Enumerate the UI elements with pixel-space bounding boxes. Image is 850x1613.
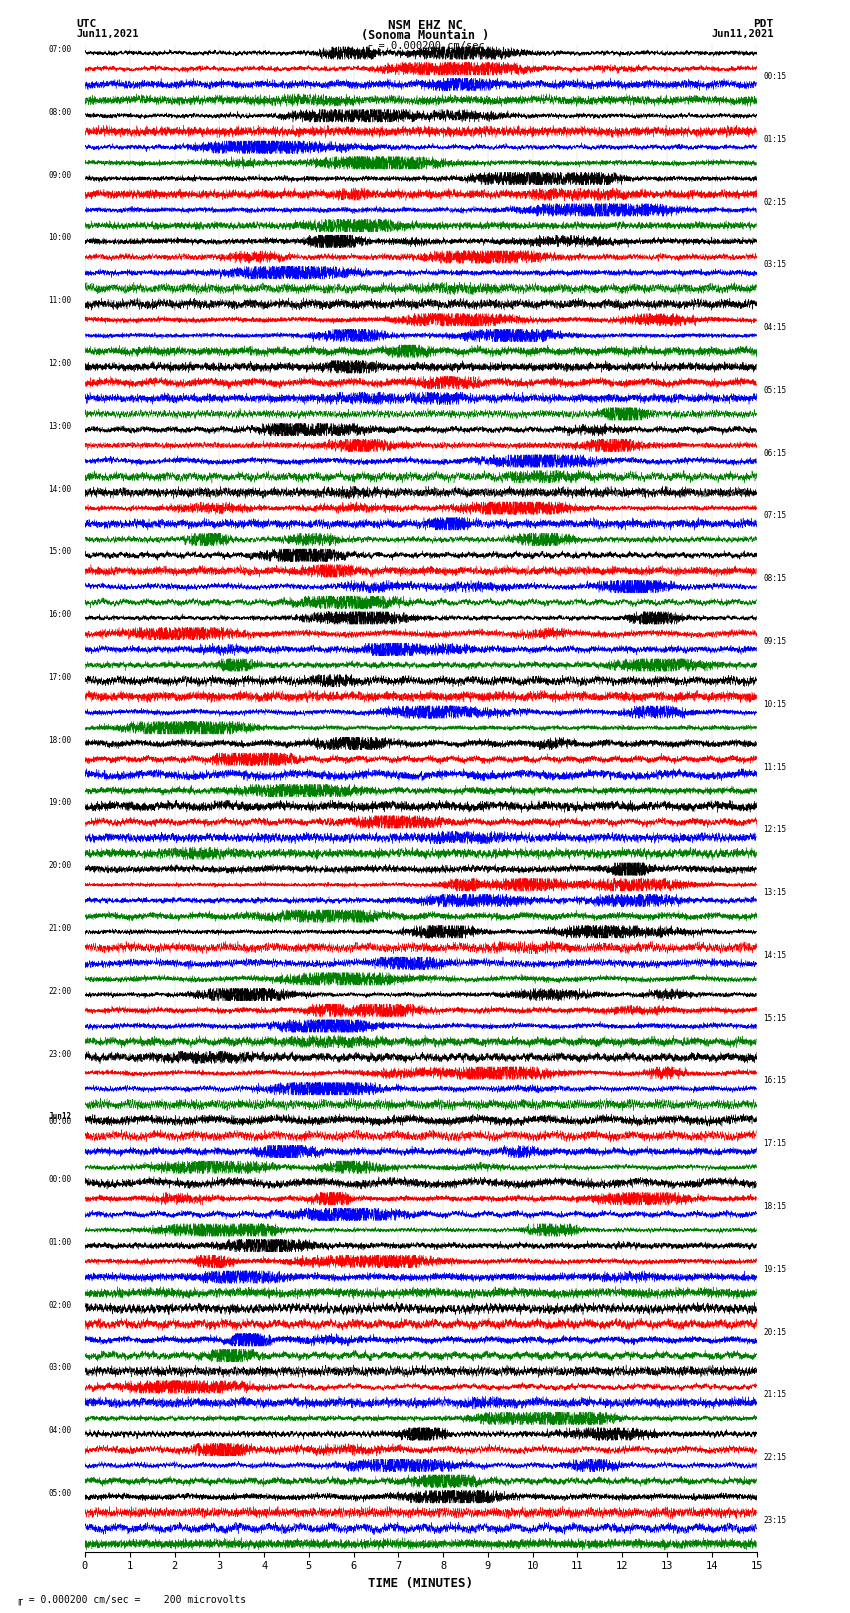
Text: 22:15: 22:15 bbox=[763, 1453, 786, 1461]
Text: 04:00: 04:00 bbox=[48, 1426, 71, 1436]
Text: Jun11,2021: Jun11,2021 bbox=[711, 29, 774, 39]
Text: Jun11,2021: Jun11,2021 bbox=[76, 29, 139, 39]
Text: 20:15: 20:15 bbox=[763, 1327, 786, 1337]
Text: 19:15: 19:15 bbox=[763, 1265, 786, 1274]
Text: 17:15: 17:15 bbox=[763, 1139, 786, 1148]
Text: 12:15: 12:15 bbox=[763, 826, 786, 834]
Text: 18:00: 18:00 bbox=[48, 736, 71, 745]
Text: 03:15: 03:15 bbox=[763, 260, 786, 269]
Text: 21:15: 21:15 bbox=[763, 1390, 786, 1398]
Text: 02:15: 02:15 bbox=[763, 198, 786, 206]
Text: 15:00: 15:00 bbox=[48, 547, 71, 556]
Text: 22:00: 22:00 bbox=[48, 987, 71, 995]
Text: PDT: PDT bbox=[753, 19, 774, 29]
Text: 08:00: 08:00 bbox=[48, 108, 71, 116]
Text: 17:00: 17:00 bbox=[48, 673, 71, 682]
Text: 18:15: 18:15 bbox=[763, 1202, 786, 1211]
Text: 01:15: 01:15 bbox=[763, 135, 786, 144]
Text: 01:00: 01:00 bbox=[48, 1237, 71, 1247]
Text: 13:00: 13:00 bbox=[48, 421, 71, 431]
Text: 12:00: 12:00 bbox=[48, 360, 71, 368]
Text: 09:15: 09:15 bbox=[763, 637, 786, 645]
Text: 14:00: 14:00 bbox=[48, 484, 71, 494]
Text: 11:00: 11:00 bbox=[48, 297, 71, 305]
Text: 10:15: 10:15 bbox=[763, 700, 786, 708]
Text: 13:15: 13:15 bbox=[763, 889, 786, 897]
Text: 07:00: 07:00 bbox=[48, 45, 71, 55]
Text: ┌ = 0.000200 cm/sec: ┌ = 0.000200 cm/sec bbox=[366, 40, 484, 52]
Text: 08:15: 08:15 bbox=[763, 574, 786, 584]
Text: 14:15: 14:15 bbox=[763, 952, 786, 960]
Text: ╓ = 0.000200 cm/sec =    200 microvolts: ╓ = 0.000200 cm/sec = 200 microvolts bbox=[17, 1594, 246, 1605]
X-axis label: TIME (MINUTES): TIME (MINUTES) bbox=[368, 1578, 473, 1590]
Text: 06:15: 06:15 bbox=[763, 448, 786, 458]
Text: 19:00: 19:00 bbox=[48, 798, 71, 808]
Text: 11:15: 11:15 bbox=[763, 763, 786, 771]
Text: 09:00: 09:00 bbox=[48, 171, 71, 179]
Text: 03:00: 03:00 bbox=[48, 1363, 71, 1373]
Text: 16:00: 16:00 bbox=[48, 610, 71, 619]
Text: 16:15: 16:15 bbox=[763, 1076, 786, 1086]
Text: 00:00: 00:00 bbox=[48, 1174, 71, 1184]
Text: (Sonoma Mountain ): (Sonoma Mountain ) bbox=[361, 29, 489, 42]
Text: 23:15: 23:15 bbox=[763, 1516, 786, 1524]
Text: 02:00: 02:00 bbox=[48, 1300, 71, 1310]
Text: 21:00: 21:00 bbox=[48, 924, 71, 932]
Text: 10:00: 10:00 bbox=[48, 234, 71, 242]
Text: 00:15: 00:15 bbox=[763, 73, 786, 81]
Text: 00:00: 00:00 bbox=[48, 1118, 71, 1126]
Text: 15:15: 15:15 bbox=[763, 1013, 786, 1023]
Text: 05:00: 05:00 bbox=[48, 1489, 71, 1498]
Text: Jun12: Jun12 bbox=[48, 1113, 71, 1121]
Text: 23:00: 23:00 bbox=[48, 1050, 71, 1058]
Text: 05:15: 05:15 bbox=[763, 386, 786, 395]
Text: 04:15: 04:15 bbox=[763, 323, 786, 332]
Text: UTC: UTC bbox=[76, 19, 97, 29]
Text: NSM EHZ NC: NSM EHZ NC bbox=[388, 19, 462, 32]
Text: 20:00: 20:00 bbox=[48, 861, 71, 869]
Text: 07:15: 07:15 bbox=[763, 511, 786, 521]
